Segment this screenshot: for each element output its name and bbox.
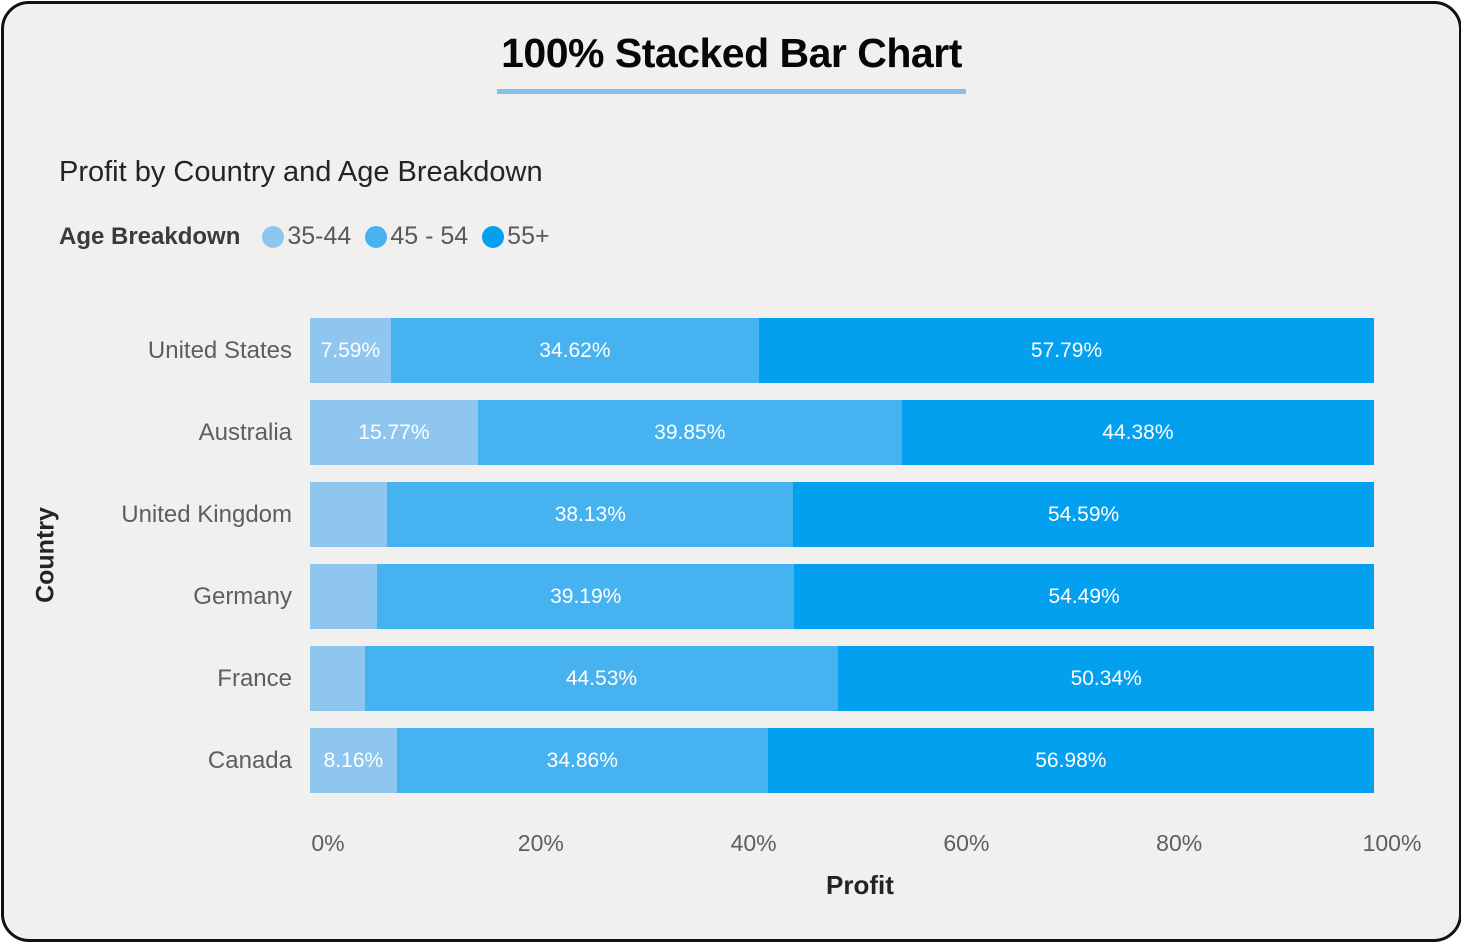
legend-item-3[interactable]: 55+ (482, 222, 550, 251)
data-label: 50.34% (1070, 666, 1142, 690)
bar-segment[interactable]: 15.77% (310, 400, 478, 465)
bar-segment[interactable]: 34.62% (390, 318, 760, 383)
data-label: 38.13% (554, 502, 626, 526)
bar-segment[interactable]: 44.38% (901, 400, 1374, 465)
legend-swatch-icon (365, 225, 388, 248)
x-tick-label: 100% (1362, 830, 1422, 856)
bar-row: Germany 39.19% 54.49% (4, 564, 1392, 629)
data-label: 8.16% (323, 748, 384, 772)
bar-segment[interactable]: 44.53% (364, 646, 839, 711)
bar-track: 8.16% 34.86% 56.98% (310, 728, 1374, 793)
bar-track: 7.59% 34.62% 57.79% (310, 318, 1374, 383)
bar-segment[interactable]: 50.34% (838, 646, 1374, 711)
y-axis-title: Country (31, 507, 60, 603)
bar-row: United States 7.59% 34.62% 57.79% (4, 318, 1392, 383)
data-label: 15.77% (358, 420, 430, 444)
legend-item-label: 55+ (507, 222, 550, 250)
bar-segment[interactable]: 39.19% (377, 564, 795, 629)
bar-segment[interactable]: 54.59% (793, 482, 1374, 547)
stacked-bar-chart: United States 7.59% 34.62% 57.79% Australia 1… (4, 318, 1392, 810)
data-label: 34.62% (539, 338, 611, 362)
category-label: France (217, 664, 292, 692)
bar-segment[interactable]: 34.86% (396, 728, 768, 793)
data-label: 34.86% (546, 748, 618, 772)
category-label: United States (147, 336, 292, 364)
legend-title: Age Breakdown (59, 222, 241, 250)
legend-items: 35-44 45 - 54 55+ (262, 222, 563, 251)
legend-item-1[interactable]: 35-44 (262, 222, 351, 251)
x-tick-label: 80% (1156, 830, 1203, 856)
legend-swatch-icon (482, 225, 505, 248)
data-label: 7.59% (320, 338, 381, 362)
bar-segment[interactable] (310, 564, 378, 629)
bar-segment[interactable]: 56.98% (767, 728, 1374, 793)
bar-segment[interactable]: 39.85% (477, 400, 902, 465)
bar-track: 39.19% 54.49% (310, 564, 1374, 629)
category-label: Canada (207, 746, 292, 774)
data-label: 54.59% (1047, 502, 1120, 526)
bar-row: United Kingdom 38.13% 54.59% (4, 482, 1392, 547)
legend-item-label: 45 - 54 (390, 222, 469, 250)
category-label: Germany (193, 582, 292, 610)
bar-track: 44.53% 50.34% (310, 646, 1374, 711)
data-label: 39.19% (550, 584, 622, 608)
category-label: United Kingdom (121, 500, 292, 528)
legend-item-label: 35-44 (287, 222, 352, 250)
bar-segment[interactable] (310, 646, 365, 711)
bar-row: Canada 8.16% 34.86% 56.98% (4, 728, 1392, 793)
data-label: 57.79% (1030, 338, 1103, 362)
bar-segment[interactable]: 38.13% (387, 482, 794, 547)
bar-segment[interactable]: 54.49% (794, 564, 1374, 629)
x-tick-label: 0% (311, 830, 345, 856)
page-title: 100% Stacked Bar Chart (497, 30, 966, 94)
x-axis-ticks: 0% 20% 40% 60% 80% 100% (311, 830, 1421, 860)
x-axis-title: Profit (826, 870, 894, 900)
data-label: 44.38% (1102, 420, 1174, 444)
chart-subtitle: Profit by Country and Age Breakdown (59, 156, 543, 188)
x-tick-label: 40% (730, 830, 777, 856)
bar-track: 38.13% 54.59% (310, 482, 1374, 547)
bar-segment[interactable]: 8.16% (310, 728, 397, 793)
category-label: Australia (198, 418, 292, 446)
x-tick-label: 60% (943, 830, 990, 856)
bar-track: 15.77% 39.85% 44.38% (310, 400, 1374, 465)
x-tick-label: 20% (517, 830, 564, 856)
data-label: 54.49% (1048, 584, 1120, 608)
bar-segment[interactable] (310, 482, 388, 547)
data-label: 56.98% (1035, 748, 1107, 772)
legend: Age Breakdown 35-44 45 - 54 55+ (59, 222, 564, 251)
legend-swatch-icon (262, 225, 285, 248)
legend-item-2[interactable]: 45 - 54 (365, 222, 468, 251)
title-container: 100% Stacked Bar Chart (4, 30, 1459, 94)
bar-segment[interactable]: 57.79% (759, 318, 1374, 383)
data-label: 39.85% (654, 420, 726, 444)
data-label: 44.53% (565, 666, 638, 690)
bar-row: France 44.53% 50.34% (4, 646, 1392, 711)
bar-segment[interactable]: 7.59% (310, 318, 391, 383)
bar-row: Australia 15.77% 39.85% 44.38% (4, 400, 1392, 465)
